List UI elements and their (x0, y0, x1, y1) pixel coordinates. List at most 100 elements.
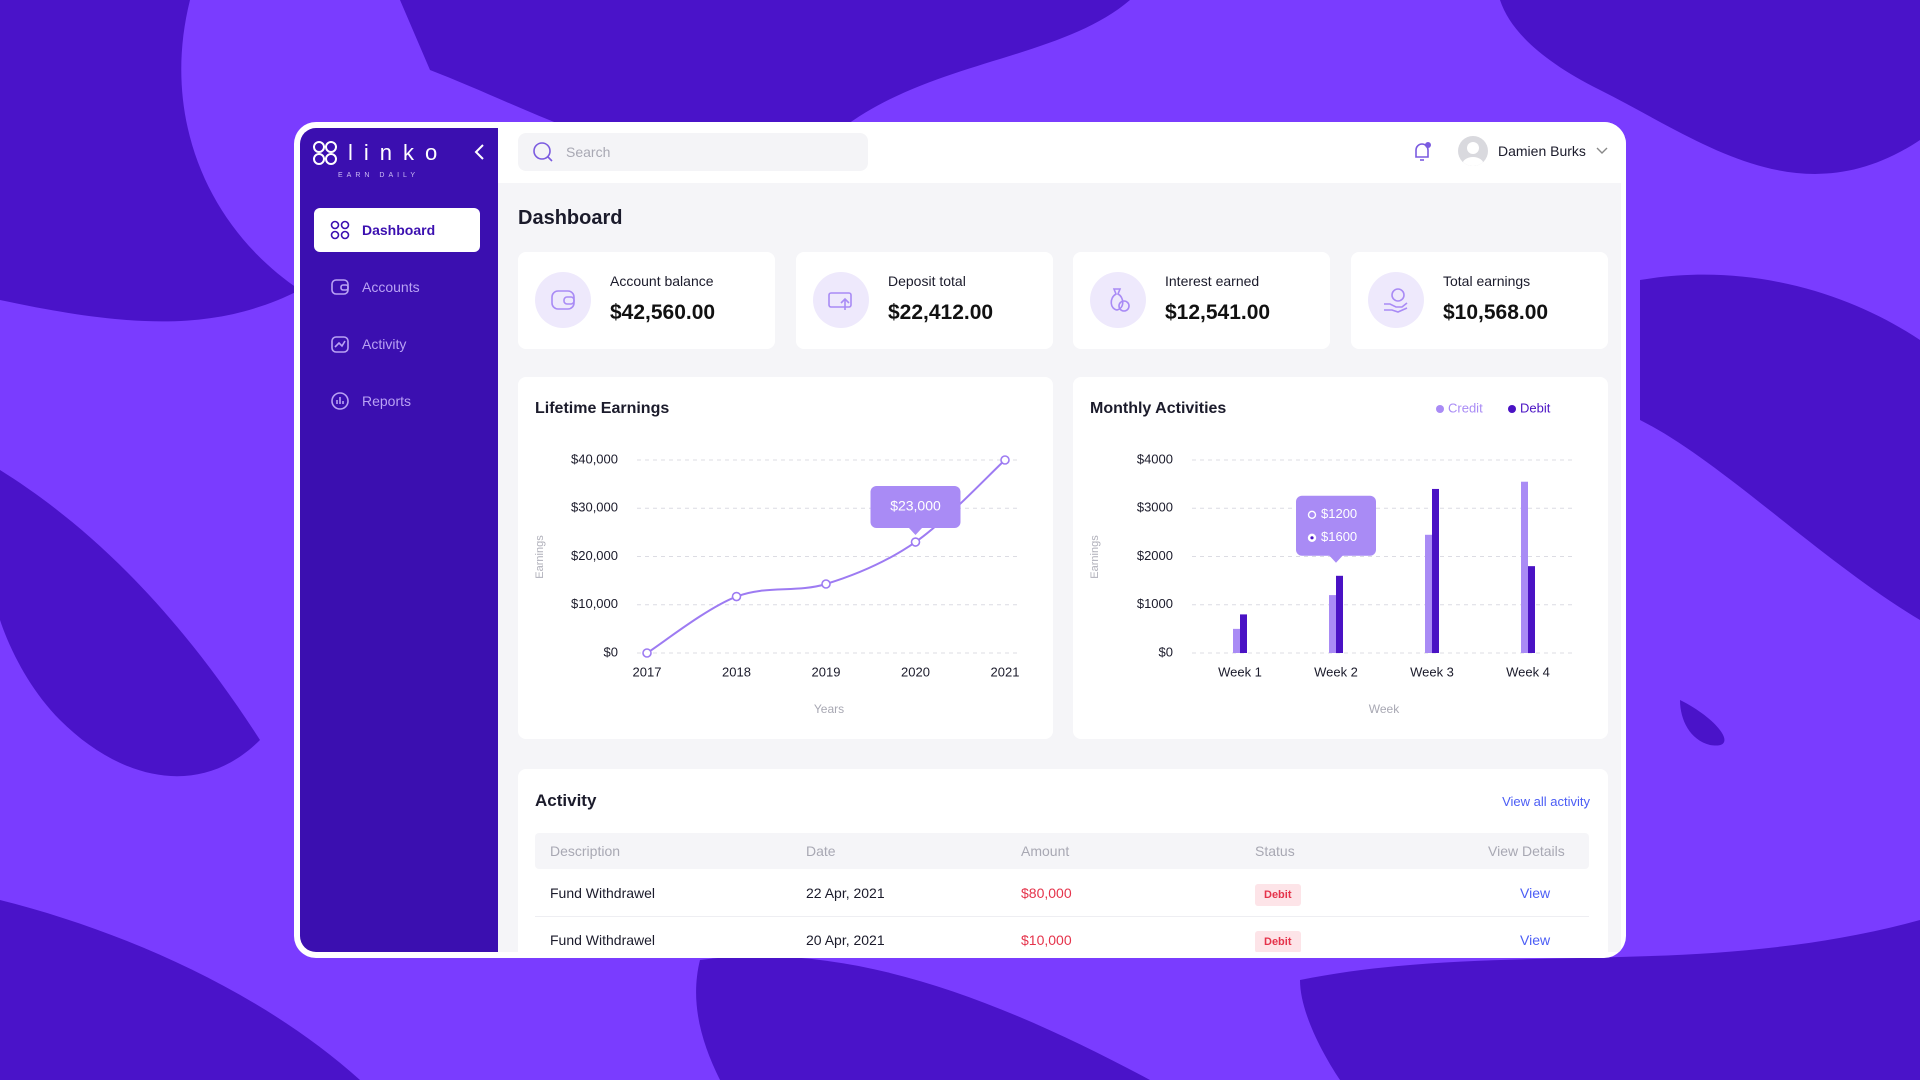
stat-label: Total earnings (1443, 273, 1531, 289)
column-header: View Details (1488, 843, 1565, 859)
tooltip-label: $1200 (1321, 506, 1357, 521)
y-tick-label: $0 (1159, 644, 1173, 659)
x-tick-label: Week 3 (1410, 664, 1454, 679)
tooltip-box (1296, 495, 1376, 556)
stat-icon (535, 272, 591, 328)
user-menu-chevron[interactable] (1596, 146, 1608, 156)
nav-item[interactable]: Activity (314, 322, 480, 366)
stat-card: Total earnings $10,568.00 (1351, 252, 1608, 349)
stat-card: Deposit total $22,412.00 (796, 252, 1053, 349)
app-window: linko EARN DAILY Dashboard Accounts Acti… (294, 122, 1626, 958)
logo[interactable]: linko (312, 140, 448, 166)
tooltip: $1200 $1600 (1296, 495, 1376, 563)
status-badge: Debit (1255, 931, 1301, 952)
legend-marker (1508, 405, 1516, 413)
data-point (642, 648, 652, 658)
row-divider (535, 916, 1589, 917)
stat-value: $12,541.00 (1165, 301, 1271, 324)
tooltip-marker-dot (1310, 536, 1314, 540)
bar (1432, 488, 1439, 653)
bar-chart: Monthly Activities Earnings Week $0 $1000 $20… (1089, 400, 1576, 716)
bg-shape (0, 0, 300, 322)
tooltip-pointer (908, 527, 923, 536)
y-tick-label: $4000 (1137, 451, 1173, 466)
stat-value: $22,412.00 (888, 301, 994, 324)
user-name[interactable]: Damien Burks (1498, 143, 1586, 159)
description: Fund Withdrawel (550, 885, 656, 901)
column-header: Date (806, 843, 836, 859)
description: Fund Withdrawel (550, 932, 656, 948)
bg-shape (696, 956, 1150, 1080)
date: 20 Apr, 2021 (806, 932, 885, 948)
data-point (910, 537, 921, 547)
bg-shape (1300, 920, 1920, 1080)
stat-value: $10,568.00 (1443, 301, 1549, 324)
nav-item[interactable]: Reports (314, 379, 480, 423)
notification-bell[interactable] (1412, 140, 1432, 164)
chart-card: Monthly Activities Earnings Week $0 $1000 $20… (1073, 377, 1608, 739)
x-tick-label: 2020 (901, 664, 930, 679)
view-link[interactable]: View (1520, 885, 1551, 901)
search-box[interactable]: Search (518, 133, 868, 171)
stat-label: Interest earned (1165, 273, 1260, 289)
bar (1425, 534, 1432, 653)
y-tick-label: $20,000 (571, 548, 618, 563)
bg-shape (400, 0, 1130, 162)
brand-tagline: EARN DAILY (338, 172, 420, 179)
legend-marker (1436, 405, 1444, 413)
tooltip-label: $1600 (1321, 529, 1357, 544)
y-tick-label: $0 (604, 644, 618, 659)
nav-icon (330, 220, 350, 240)
stat-card: Interest earned $12,541.00 (1073, 252, 1330, 349)
table-header (535, 833, 1589, 869)
view-all-link[interactable]: View all activity (1502, 794, 1590, 809)
nav-icon (331, 279, 349, 295)
status-cell: Debit (1255, 931, 1301, 952)
amount: $80,000 (1021, 885, 1072, 901)
data-point (1000, 455, 1010, 465)
tooltip-pointer (1329, 555, 1343, 563)
search-icon (533, 142, 553, 162)
data-point (821, 579, 831, 589)
y-tick-label: $30,000 (571, 500, 618, 515)
bg-shape (1680, 700, 1725, 746)
y-axis-label: Earnings (1089, 535, 1101, 579)
x-tick-label: Week 4 (1506, 664, 1550, 679)
sidebar: linko EARN DAILY Dashboard Accounts Acti… (300, 128, 498, 952)
x-tick-label: 2021 (991, 664, 1020, 679)
tooltip-label: $23,000 (890, 498, 941, 514)
earnings-icon (1384, 288, 1408, 313)
bar (1329, 595, 1336, 653)
data-point (731, 591, 742, 602)
x-axis-label: Week (1369, 702, 1400, 716)
date: 22 Apr, 2021 (806, 885, 885, 901)
status-badge: Debit (1255, 884, 1301, 906)
interest-icon (1110, 288, 1130, 312)
bar (1336, 575, 1343, 653)
nav-item[interactable]: Accounts (314, 265, 480, 309)
view-link[interactable]: View (1520, 932, 1551, 948)
column-header: Description (550, 843, 621, 859)
logo-icon (313, 141, 337, 165)
column-header: Status (1255, 843, 1295, 859)
page-title: Dashboard (518, 207, 623, 229)
bar (1240, 614, 1247, 653)
nav-label: Dashboard (362, 222, 436, 238)
wallet-icon (551, 290, 575, 310)
activity-title: Activity (535, 791, 597, 810)
y-tick-label: $3000 (1137, 500, 1173, 515)
legend-label: Credit (1448, 400, 1483, 415)
user-avatar[interactable] (1458, 136, 1488, 166)
bar (1521, 481, 1528, 653)
bg-shape (1640, 274, 1920, 620)
column-header: Amount (1021, 843, 1070, 859)
collapse-button[interactable] (472, 142, 488, 162)
main-content: Dashboard Account balance $42,560.00 Dep… (498, 183, 1621, 952)
chart-title: Monthly Activities (1090, 400, 1226, 417)
nav-item[interactable]: Dashboard (314, 208, 480, 252)
avatar-icon (1462, 142, 1484, 166)
bar (1528, 566, 1535, 653)
